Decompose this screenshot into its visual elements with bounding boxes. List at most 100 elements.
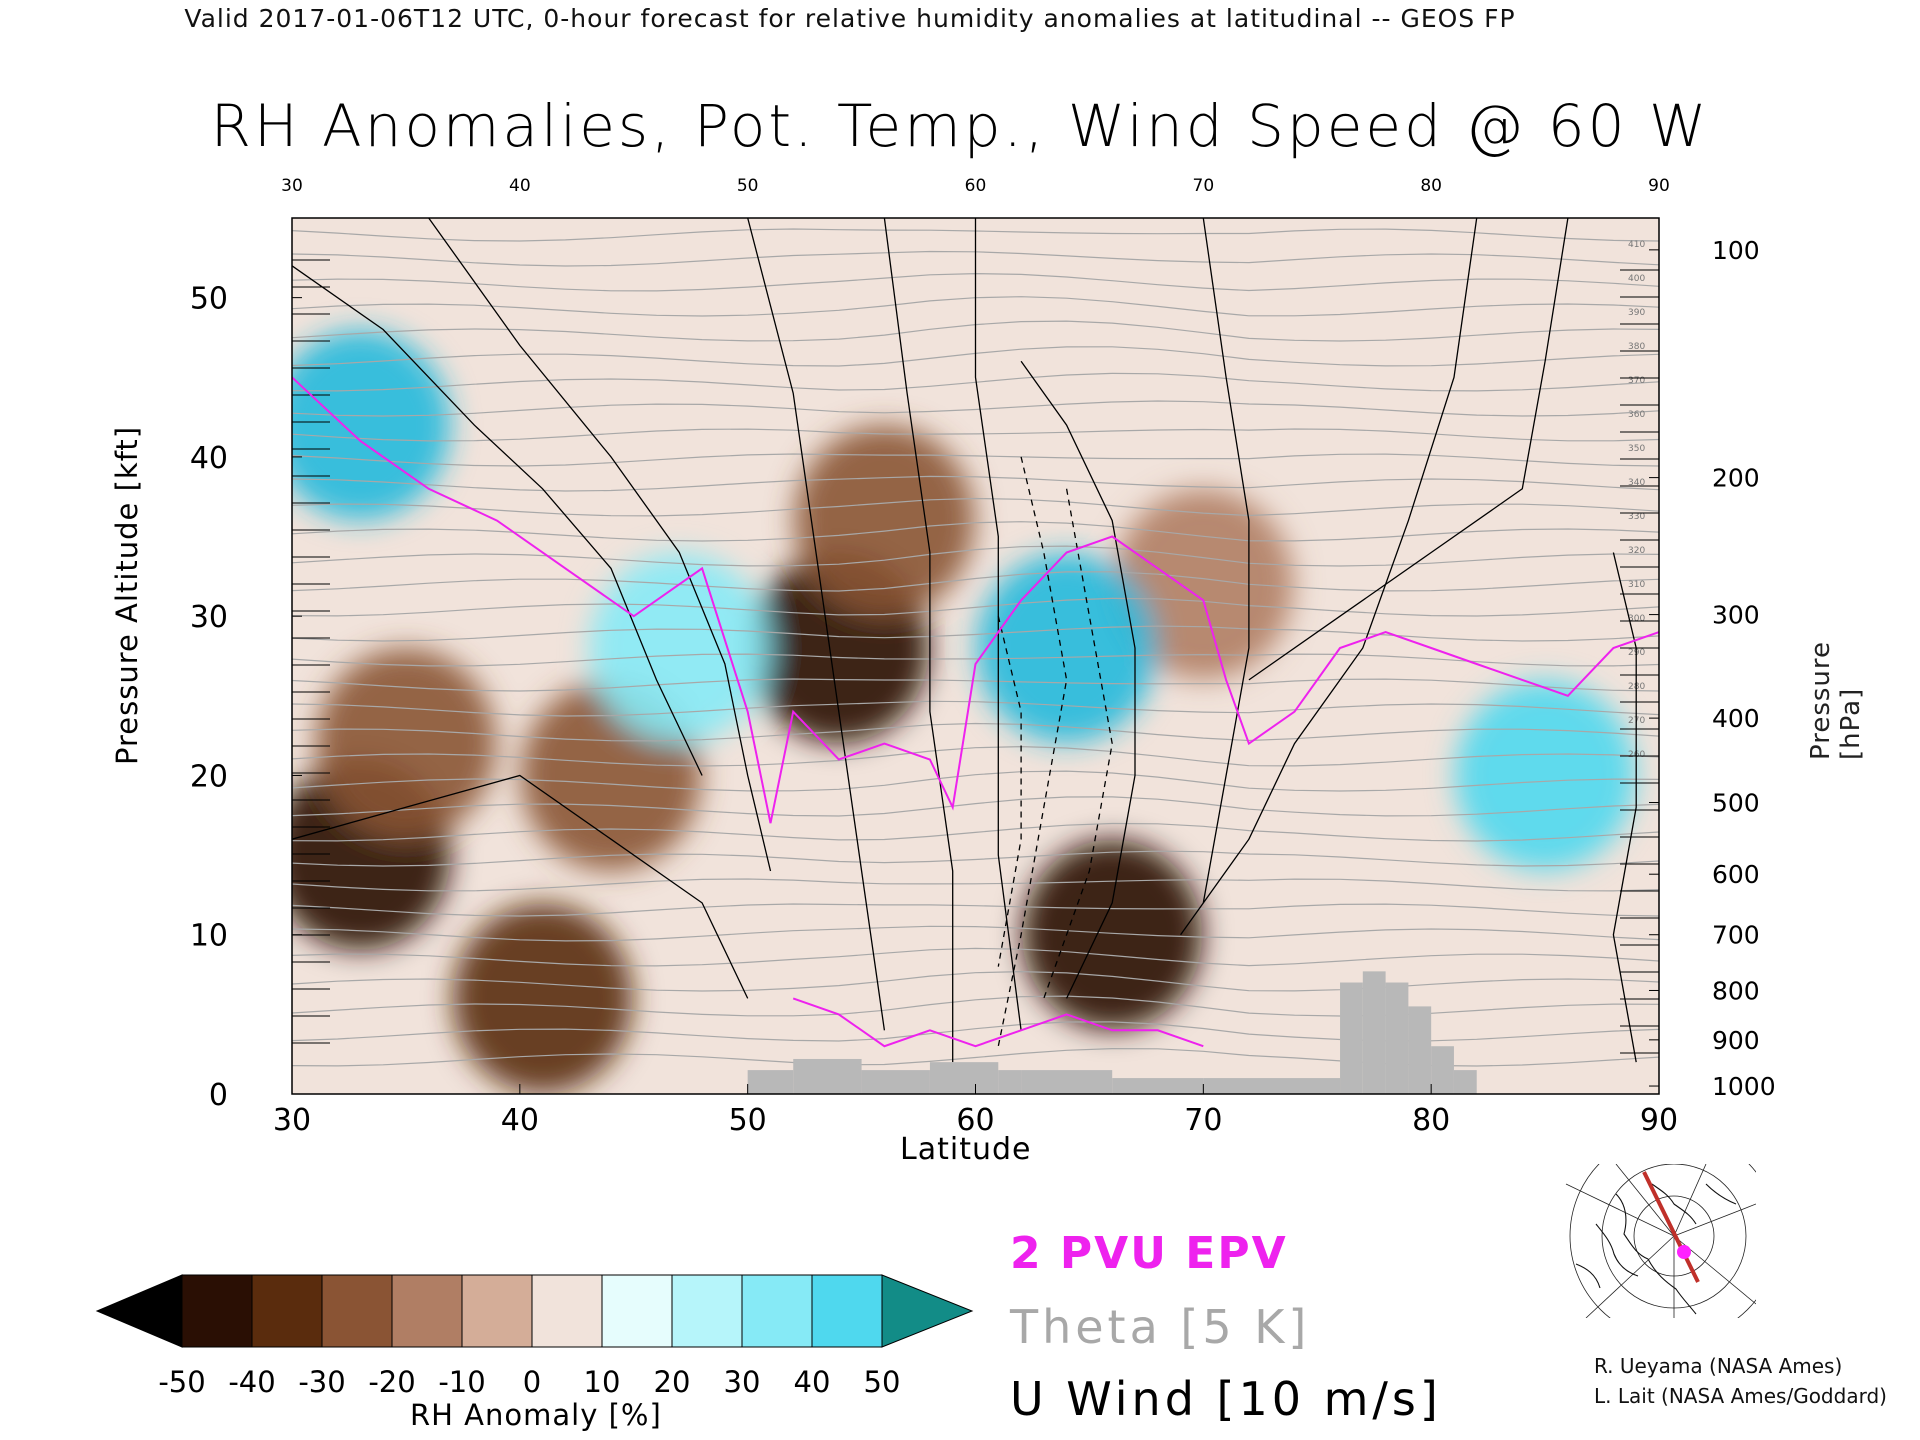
- uwind-contour-4: [974, 218, 1022, 1031]
- pressure-tick-label: 600: [1712, 860, 1760, 889]
- credit-line-2: L. Lait (NASA Ames/Goddard): [1594, 1384, 1887, 1408]
- anomaly-region-9: [589, 553, 770, 744]
- pressure-tick-label: 1000: [1712, 1072, 1776, 1101]
- legend-epv: 2 PVU EPV: [1010, 1228, 1288, 1279]
- theta-contours: 4104003903803703603503403303203103002902…: [292, 228, 1659, 1067]
- terrain-bar-5: [998, 1070, 1022, 1094]
- anomaly-region-1: [315, 648, 496, 839]
- theta-contour-17: [292, 625, 1659, 642]
- colorbar-bin-9: [811, 1274, 883, 1348]
- theta-contour-13: [292, 722, 1659, 742]
- colorbar-min-arrow: [95, 1274, 183, 1348]
- pressure-tick-label: 900: [1712, 1026, 1760, 1055]
- x-top-tick-label: 30: [281, 176, 303, 196]
- theta-contour-9: [292, 822, 1659, 842]
- colorbar: -50 -40 -30 -20 -10 0 10 20 30 40 50: [95, 1274, 974, 1399]
- theta-label-310: 310: [1628, 580, 1645, 590]
- y-tick-label: 50: [190, 282, 228, 317]
- colorbar-label: RH Anomaly [%]: [410, 1398, 662, 1432]
- x-top-tick-label: 90: [1648, 176, 1670, 196]
- anomaly-region-10: [976, 553, 1157, 744]
- colorbar-bin-7: [671, 1274, 743, 1348]
- y-tick-label: 20: [190, 759, 228, 794]
- uwind-neg-contour-2: [997, 616, 1022, 967]
- uwind-contour-7: [1180, 218, 1478, 936]
- theta-label-410: 410: [1628, 240, 1645, 250]
- theta-contour-14: [292, 700, 1659, 717]
- terrain-bar-1: [793, 1058, 862, 1094]
- terrain-bar-9: [1340, 982, 1363, 1094]
- y-tick-label: 40: [190, 441, 228, 476]
- theta-label-350: 350: [1628, 444, 1645, 454]
- anomaly-field: [292, 330, 1636, 1094]
- uwind-contour-5: [1020, 360, 1136, 999]
- pressure-tick-label: 500: [1712, 789, 1760, 818]
- legend-uwind: U Wind [10 m/s]: [1010, 1372, 1442, 1426]
- anomaly-region-11: [1455, 680, 1636, 871]
- colorbar-tick-label: -30: [298, 1365, 345, 1399]
- theta-contour-4: [292, 947, 1659, 967]
- pressure-tick-label: 400: [1712, 704, 1760, 733]
- theta-label-380: 380: [1628, 342, 1645, 352]
- colorbar-max-arrow: [881, 1274, 974, 1348]
- terrain-bar-7: [1112, 1078, 1204, 1094]
- theta-contour-16: [292, 653, 1659, 667]
- x-top-tick-label: 50: [737, 176, 759, 196]
- colorbar-bin-2: [321, 1274, 393, 1348]
- terrain-bar-0: [747, 1070, 794, 1094]
- colorbar-bin-3: [391, 1274, 463, 1348]
- x-tick-label: 60: [956, 1103, 994, 1138]
- colorbar-tick-label: 20: [654, 1365, 691, 1399]
- x-tick-label: 70: [1184, 1103, 1222, 1138]
- colorbar-tick-label: 50: [864, 1365, 901, 1399]
- theta-contour-22: [292, 497, 1659, 517]
- theta-contour-3: [292, 970, 1659, 992]
- x-top-tick-label: 40: [509, 176, 531, 196]
- terrain-bar-8: [1203, 1078, 1341, 1094]
- x-tick-label: 30: [273, 1103, 311, 1138]
- colorbar-tick-label: 30: [724, 1365, 761, 1399]
- uwind-contour-1: [428, 218, 772, 872]
- terrain-bar-6: [1021, 1070, 1113, 1094]
- credit-line-1: R. Ueyama (NASA Ames): [1594, 1354, 1843, 1378]
- colorbar-bin-5: [531, 1274, 603, 1348]
- theta-label-300: 300: [1628, 614, 1645, 624]
- x-top-tick-label: 60: [965, 176, 987, 196]
- terrain-bar-10: [1362, 971, 1386, 1094]
- terrain-bar-14: [1453, 1070, 1477, 1094]
- uwind-neg-contour-1: [1043, 488, 1113, 999]
- theta-label-340: 340: [1628, 478, 1645, 488]
- page-header: Valid 2017-01-06T12 UTC, 0-hour forecast…: [184, 4, 1516, 33]
- colorbar-bin-4: [461, 1274, 533, 1348]
- theta-contour-19: [292, 571, 1659, 592]
- x-tick-label: 50: [729, 1103, 767, 1138]
- pressure-tick-label: 100: [1712, 236, 1760, 265]
- uwind-contour-3: [883, 218, 954, 1063]
- epv-contour-low: [792, 997, 1204, 1048]
- x-tick-label: 40: [501, 1103, 539, 1138]
- colorbar-bin-8: [741, 1274, 813, 1348]
- theta-contour-7: [292, 878, 1659, 892]
- theta-contour-24: [292, 453, 1659, 467]
- theta-label-330: 330: [1628, 512, 1645, 522]
- colorbar-bin-0: [181, 1274, 253, 1348]
- theta-contour-6: [292, 903, 1659, 917]
- terrain-bar-3: [929, 1062, 976, 1094]
- pressure-tick-label: 300: [1712, 601, 1760, 630]
- colorbar-tick-label: -50: [158, 1365, 205, 1399]
- terrain-bar-4: [975, 1062, 999, 1094]
- theta-contour-12: [292, 745, 1659, 767]
- y-tick-label: 10: [190, 919, 228, 954]
- epv-contour: [292, 376, 1659, 824]
- colorbar-tick-label: 0: [523, 1365, 541, 1399]
- x-tick-label: 80: [1412, 1103, 1450, 1138]
- theta-label-370: 370: [1628, 376, 1645, 386]
- epv-contours: [292, 376, 1659, 1048]
- anomaly-region-2: [452, 903, 633, 1094]
- pressure-tick-label: 200: [1712, 464, 1760, 493]
- legend-theta: Theta [5 K]: [1010, 1300, 1311, 1354]
- theta-contour-8: [292, 850, 1659, 867]
- theta-contour-25: [292, 428, 1659, 442]
- uwind-contour-0: [292, 265, 703, 776]
- terrain-bar-13: [1431, 1046, 1454, 1094]
